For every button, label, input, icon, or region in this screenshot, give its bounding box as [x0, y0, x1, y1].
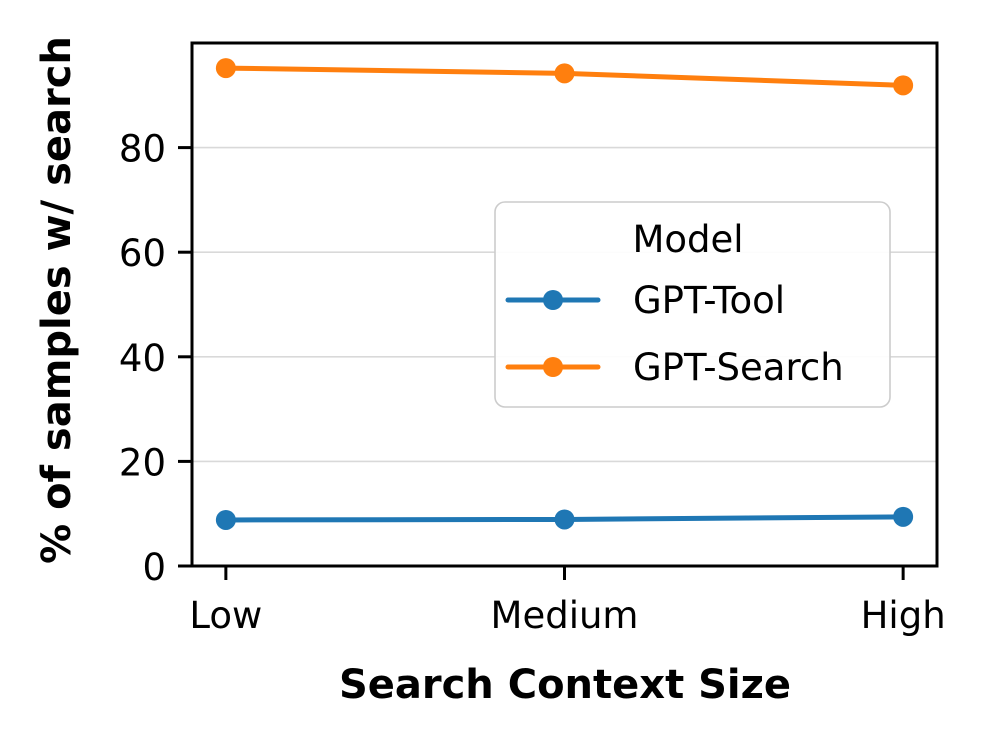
marker-gpt-tool-low [215, 509, 236, 530]
legend-sample-marker-gpt-search [543, 357, 563, 377]
legend-title: Model [632, 218, 743, 261]
marker-gpt-search-low [215, 58, 236, 79]
x-tick-label-low: Low [189, 594, 262, 637]
marker-gpt-tool-medium [554, 509, 575, 530]
y-tick-label-80: 80 [119, 128, 166, 171]
legend-box [494, 201, 891, 408]
legend-label-gpt-search: GPT-Search [633, 346, 844, 389]
y-tick-label-40: 40 [119, 337, 166, 380]
legend-sample-marker-gpt-tool [543, 290, 563, 310]
marker-gpt-search-medium [554, 63, 575, 84]
plot-area: 0 20 40 60 80 Low Medium High GPT-Tool GPT-Search [119, 41, 946, 637]
x-tick-label-medium: Medium [491, 594, 639, 637]
y-tick-label-60: 60 [119, 232, 166, 275]
y-tick-label-0: 0 [142, 546, 166, 589]
y-tick-label-20: 20 [119, 441, 166, 484]
legend-label-gpt-tool: GPT-Tool [633, 279, 785, 322]
x-tick-label-high: High [861, 594, 946, 637]
x-axis-label: Search Context Size [339, 662, 791, 708]
marker-gpt-tool-high [893, 506, 914, 527]
marker-gpt-search-high [893, 75, 914, 96]
y-axis-label: % of samples w/ search [34, 36, 80, 564]
